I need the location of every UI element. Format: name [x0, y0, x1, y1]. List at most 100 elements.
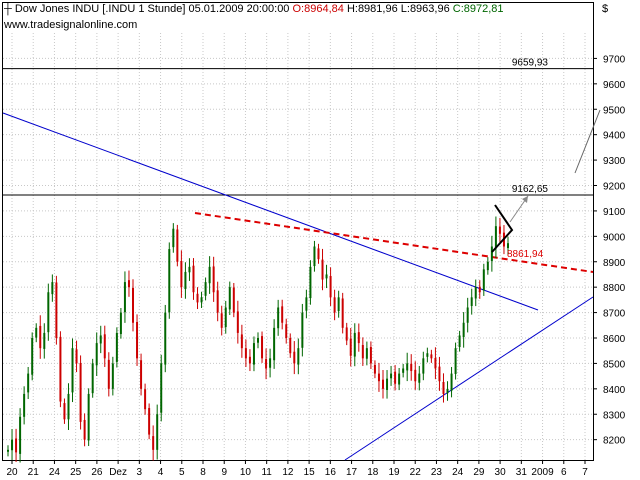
candle-body — [305, 297, 308, 311]
candle-body — [144, 389, 147, 410]
candle-body — [507, 243, 509, 249]
candle-body — [446, 388, 449, 394]
candle-body — [43, 332, 46, 349]
descending-trendline — [2, 112, 539, 311]
candle-body — [430, 354, 433, 359]
candle-body — [196, 293, 199, 303]
candle-body — [216, 290, 219, 313]
candle-body — [329, 275, 332, 298]
candle-body — [313, 246, 316, 267]
candle-body — [232, 287, 235, 313]
candle-body — [220, 313, 223, 328]
candle-body — [31, 338, 34, 375]
candle-body — [394, 371, 397, 384]
candle-body — [27, 373, 30, 393]
candle-body — [438, 366, 441, 382]
candle-body — [228, 287, 231, 310]
x-tick-label: 11 — [261, 467, 272, 478]
candle-body — [236, 311, 239, 333]
candle-body — [317, 248, 320, 260]
y-tick-label: 9400 — [603, 131, 626, 142]
candle-body — [252, 343, 255, 365]
candle-body — [281, 306, 284, 323]
candle-body — [373, 364, 376, 374]
candle-body — [301, 312, 304, 348]
candle-body — [337, 297, 340, 312]
candle-body — [168, 249, 171, 313]
candle-body — [200, 297, 203, 303]
candle-body — [204, 282, 207, 296]
y-tick-label: 8800 — [603, 283, 626, 294]
x-tick-label: 20 — [6, 467, 18, 478]
x-tick-label: 21 — [28, 467, 40, 478]
candle-body — [293, 351, 296, 364]
candle-body — [148, 408, 151, 435]
close-value: C:8972,81 — [452, 3, 504, 15]
candle-body — [486, 261, 489, 271]
candle-body — [47, 292, 50, 333]
candle-body — [321, 259, 324, 280]
candles — [7, 216, 509, 463]
candle-body — [277, 307, 280, 329]
y-tick-label: 8500 — [603, 359, 626, 370]
candle-body — [353, 332, 356, 357]
x-tick-label: 12 — [282, 467, 294, 478]
candle-body — [71, 348, 74, 393]
x-tick-label: 31 — [516, 467, 528, 478]
crosshair-icon: ┼ — [4, 3, 12, 15]
bar-datetime: 05.01.2009 20:00:00 — [188, 3, 290, 15]
candle-body — [382, 379, 384, 389]
candle-body — [103, 334, 106, 359]
grid-layer — [3, 33, 593, 460]
candle-body — [176, 229, 179, 262]
candle-body — [136, 321, 139, 359]
arrow-head-icon — [522, 196, 528, 203]
candle-body — [422, 358, 425, 374]
resistance-label: 8861,94 — [507, 249, 544, 260]
x-tick-label: 23 — [431, 467, 443, 478]
candle-body — [458, 335, 461, 348]
candle-body — [79, 363, 82, 422]
candle-body — [55, 282, 58, 338]
y-tick-label: 8400 — [603, 385, 626, 396]
candle-body — [418, 373, 421, 383]
chart-header: ┼ Dow Jones INDU [.INDU 1 Stunde] 05.01.… — [4, 3, 504, 15]
y-tick-label: 9000 — [603, 232, 626, 243]
candle-body — [19, 416, 22, 454]
y-tick-label: 9100 — [603, 207, 626, 218]
candle-body — [273, 327, 276, 361]
pennant-pattern — [491, 204, 514, 253]
candle-body — [269, 358, 272, 368]
instrument-name: Dow Jones INDU [.INDU 1 Stunde] — [14, 3, 186, 15]
y-tick-label: 9700 — [603, 54, 626, 65]
candle-body — [11, 439, 14, 451]
candle-body — [478, 286, 481, 293]
candle-body — [160, 363, 163, 413]
x-tick-label: 19 — [388, 467, 400, 478]
candle-body — [325, 274, 328, 279]
candle-body — [91, 363, 94, 394]
candle-body — [442, 381, 445, 394]
candle-body — [365, 348, 368, 359]
candle-body — [87, 393, 90, 441]
candle-body — [369, 347, 372, 364]
candle-body — [184, 271, 187, 290]
y-tick-label: 8700 — [603, 309, 626, 320]
x-tick-label: 2009 — [531, 467, 554, 478]
candle-body — [265, 359, 268, 369]
candle-body — [490, 246, 493, 261]
high-value: H:8981,96 — [346, 3, 398, 15]
candle-body — [474, 287, 477, 299]
x-tick-label: 15 — [304, 467, 316, 478]
candle-body — [402, 368, 405, 373]
candle-body — [127, 280, 130, 288]
level-label: 9162,65 — [512, 184, 549, 195]
candle-body — [164, 312, 167, 365]
x-tick-label: 22 — [410, 467, 422, 478]
candle-body — [414, 369, 417, 382]
candle-body — [345, 327, 348, 341]
x-tick-label: 29 — [473, 467, 485, 478]
candle-body — [289, 338, 292, 354]
candle-body — [51, 282, 54, 295]
